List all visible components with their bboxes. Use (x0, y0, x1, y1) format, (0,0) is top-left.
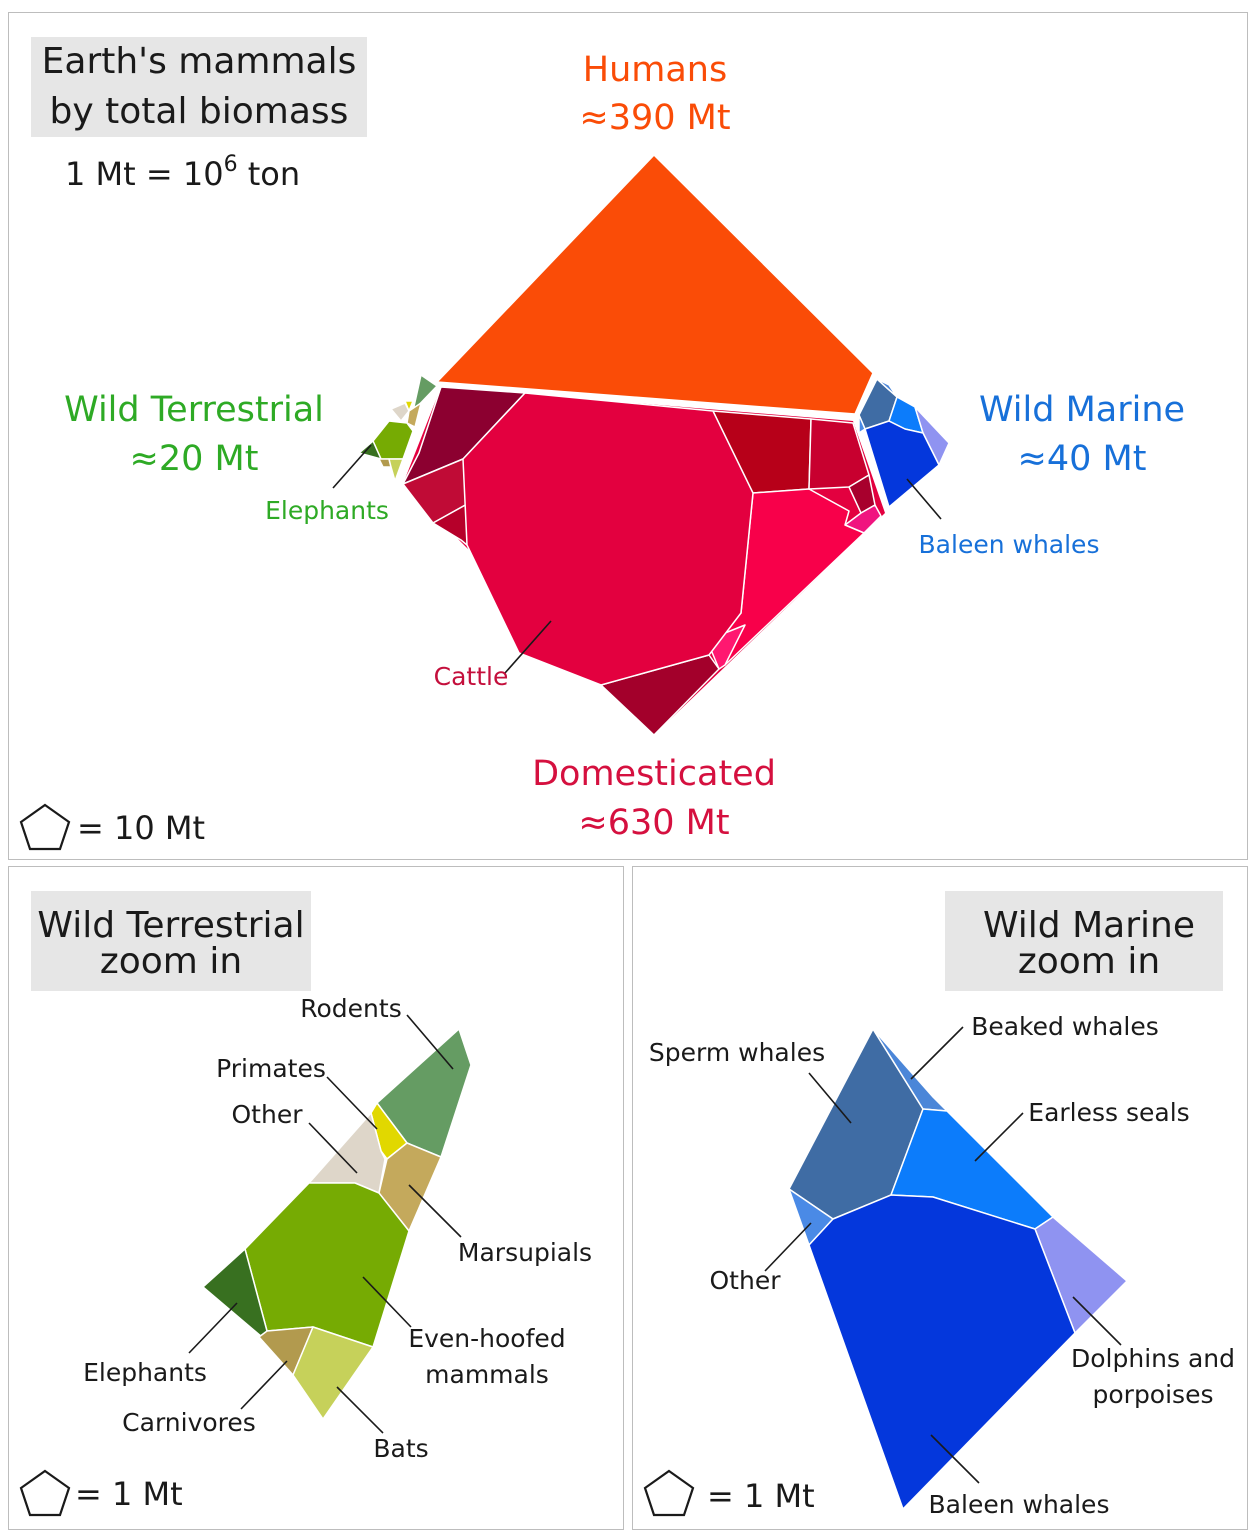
even-hoofed-cell (244, 1182, 410, 1348)
terrestrial-title-line2: zoom in (100, 941, 242, 982)
baleen-zoom-label: Baleen whales (929, 1490, 1110, 1519)
rodents-leader (406, 1014, 454, 1070)
marine-zoom-diagram: Wild Marine zoom in Beaked whales Sperm … (643, 891, 1235, 1519)
carnivores-leader (240, 1360, 288, 1410)
wm-mini-other (858, 414, 866, 434)
sperm-label: Sperm whales (649, 1038, 825, 1067)
earless-label: Earless seals (1028, 1098, 1189, 1127)
marine-title-box (945, 891, 1223, 991)
sperm-leader (808, 1072, 852, 1124)
elephants-leader (332, 444, 372, 489)
terrestrial-other-label: Other (232, 1100, 304, 1129)
wild-marine-value: ≈40 Mt (1018, 439, 1147, 479)
terrestrial-title-line1: Wild Terrestrial (37, 905, 304, 946)
humans-label: Humans (583, 50, 727, 90)
unit-note: 1 Mt = 106 ton (65, 152, 300, 193)
wt-mini-other (390, 402, 410, 422)
elephants-zoom-leader (188, 1302, 238, 1354)
cattle-leader (504, 620, 552, 674)
cattle-callout: Cattle (434, 662, 509, 691)
overview-diagram: Earth's mammals by total biomass 1 Mt = … (19, 37, 1185, 851)
bats-cell (292, 1326, 374, 1420)
wild-terrestrial-value: ≈20 Mt (130, 439, 259, 479)
beaked-label: Beaked whales (971, 1012, 1159, 1041)
marine-other-label: Other (710, 1266, 782, 1295)
baleen-leader (906, 478, 942, 520)
dolphins-leader (1072, 1296, 1122, 1346)
primates-leader (326, 1076, 378, 1130)
wild-terrestrial-label: Wild Terrestrial (64, 390, 324, 430)
marine-scale-label: = 1 Mt (707, 1477, 815, 1515)
wm-mini-beaked (876, 378, 898, 398)
marsupials-leader (408, 1184, 462, 1238)
wt-mini-elephants (358, 440, 382, 460)
overview-title-box (31, 37, 367, 137)
dolphins-label-1: Dolphins and (1071, 1344, 1235, 1373)
domesticated-value: ≈630 Mt (578, 803, 729, 843)
overview-scale-label: = 10 Mt (77, 809, 205, 847)
terrestrial-other-leader (308, 1122, 358, 1174)
humans-cell (436, 154, 874, 415)
marsupials-label: Marsupials (458, 1238, 592, 1267)
dolphins-label-2: porpoises (1093, 1380, 1214, 1409)
pentagon-scale-icon (643, 1469, 695, 1517)
wm-mini-baleen (864, 420, 940, 508)
elephants-zoom-label: Elephants (83, 1358, 207, 1387)
even-hoofed-label-2: mammals (425, 1360, 549, 1389)
beaked-leader (910, 1026, 964, 1080)
bats-leader (336, 1386, 384, 1434)
bats-label: Bats (373, 1434, 428, 1463)
marine-title-line1: Wild Marine (983, 905, 1195, 946)
carnivores-label: Carnivores (122, 1408, 256, 1437)
terrestrial-title-box (31, 891, 311, 991)
even-hoofed-leader (362, 1276, 412, 1328)
overview-title-line2: by total biomass (50, 91, 349, 132)
pentagon-scale-icon (19, 1469, 71, 1517)
marine-title-line2: zoom in (1018, 941, 1160, 982)
earless-leader (974, 1112, 1024, 1162)
domesticated-label: Domesticated (532, 754, 776, 794)
wt-mini-bats (388, 458, 404, 482)
terrestrial-scale-label: = 1 Mt (75, 1475, 183, 1513)
rodents-label: Rodents (300, 994, 401, 1023)
primates-label: Primates (216, 1054, 326, 1083)
baleen-whales-cell (808, 1194, 1076, 1510)
wt-mini-marsupials (406, 402, 422, 428)
marine-zoom-panel: Wild Marine zoom in Beaked whales Sperm … (632, 866, 1248, 1530)
baleen-callout: Baleen whales (919, 530, 1100, 559)
terrestrial-zoom-panel: Wild Terrestrial zoom in Rodents Primate… (8, 866, 624, 1530)
baleen-zoom-leader (930, 1434, 980, 1484)
marine-other-leader (764, 1222, 812, 1272)
wt-mini-rodents (412, 374, 438, 412)
wild-marine-label: Wild Marine (979, 390, 1185, 430)
cattle-cell (462, 392, 754, 686)
overview-panel: Earth's mammals by total biomass 1 Mt = … (8, 12, 1248, 860)
elephants-callout: Elephants (265, 496, 389, 525)
humans-value: ≈390 Mt (579, 98, 730, 138)
overview-title-line1: Earth's mammals (42, 41, 357, 82)
even-hoofed-label-1: Even-hoofed (408, 1324, 565, 1353)
pentagon-scale-icon (19, 803, 71, 851)
terrestrial-zoom-diagram: Wild Terrestrial zoom in Rodents Primate… (19, 891, 592, 1517)
domesticated-cell-7 (844, 504, 882, 534)
